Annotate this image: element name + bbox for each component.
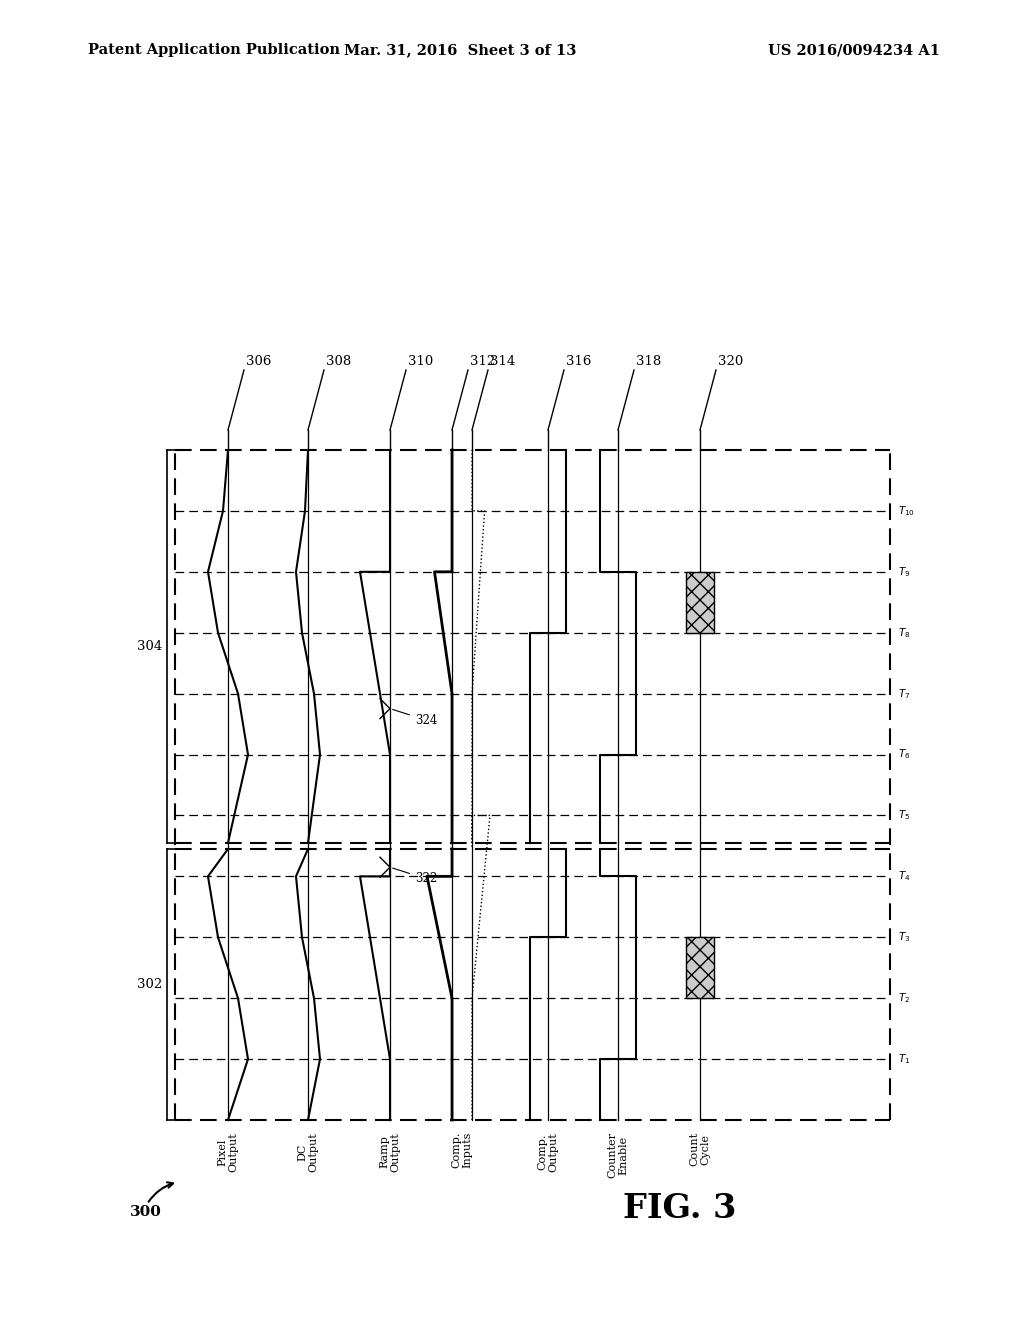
Text: 310: 310 <box>408 355 433 368</box>
Text: $T_3$: $T_3$ <box>898 931 910 944</box>
Text: 300: 300 <box>130 1205 162 1218</box>
Text: 304: 304 <box>137 640 162 653</box>
Text: 316: 316 <box>566 355 592 368</box>
Text: 306: 306 <box>246 355 271 368</box>
Text: US 2016/0094234 A1: US 2016/0094234 A1 <box>768 44 940 57</box>
Text: 322: 322 <box>392 869 437 886</box>
Text: Patent Application Publication: Patent Application Publication <box>88 44 340 57</box>
Text: $T_1$: $T_1$ <box>898 1052 910 1067</box>
Text: Counter
Enable: Counter Enable <box>607 1133 629 1177</box>
Text: $T_2$: $T_2$ <box>898 991 910 1005</box>
Text: 308: 308 <box>326 355 351 368</box>
Text: Pixel
Output: Pixel Output <box>217 1133 239 1172</box>
Text: 318: 318 <box>636 355 662 368</box>
Text: 312: 312 <box>470 355 496 368</box>
Text: Count
Cycle: Count Cycle <box>689 1133 711 1166</box>
Text: 302: 302 <box>137 978 162 991</box>
Text: $T_6$: $T_6$ <box>898 747 910 762</box>
Text: $T_{10}$: $T_{10}$ <box>898 504 915 517</box>
Text: 320: 320 <box>718 355 743 368</box>
Bar <box>686 937 714 998</box>
Text: Comp.
Output: Comp. Output <box>538 1133 559 1172</box>
Text: Ramp
Output: Ramp Output <box>379 1133 400 1172</box>
Text: Comp.
Inputs: Comp. Inputs <box>452 1133 473 1168</box>
Text: $T_7$: $T_7$ <box>898 686 910 701</box>
Text: 324: 324 <box>392 709 437 726</box>
Text: $T_8$: $T_8$ <box>898 626 910 640</box>
Text: $T_5$: $T_5$ <box>898 809 910 822</box>
Bar <box>686 572 714 632</box>
Text: $T_9$: $T_9$ <box>898 565 910 578</box>
Text: FIG. 3: FIG. 3 <box>624 1192 736 1225</box>
Text: Mar. 31, 2016  Sheet 3 of 13: Mar. 31, 2016 Sheet 3 of 13 <box>344 44 577 57</box>
Text: $T_4$: $T_4$ <box>898 870 910 883</box>
Text: 314: 314 <box>490 355 515 368</box>
Text: DC
Output: DC Output <box>297 1133 318 1172</box>
